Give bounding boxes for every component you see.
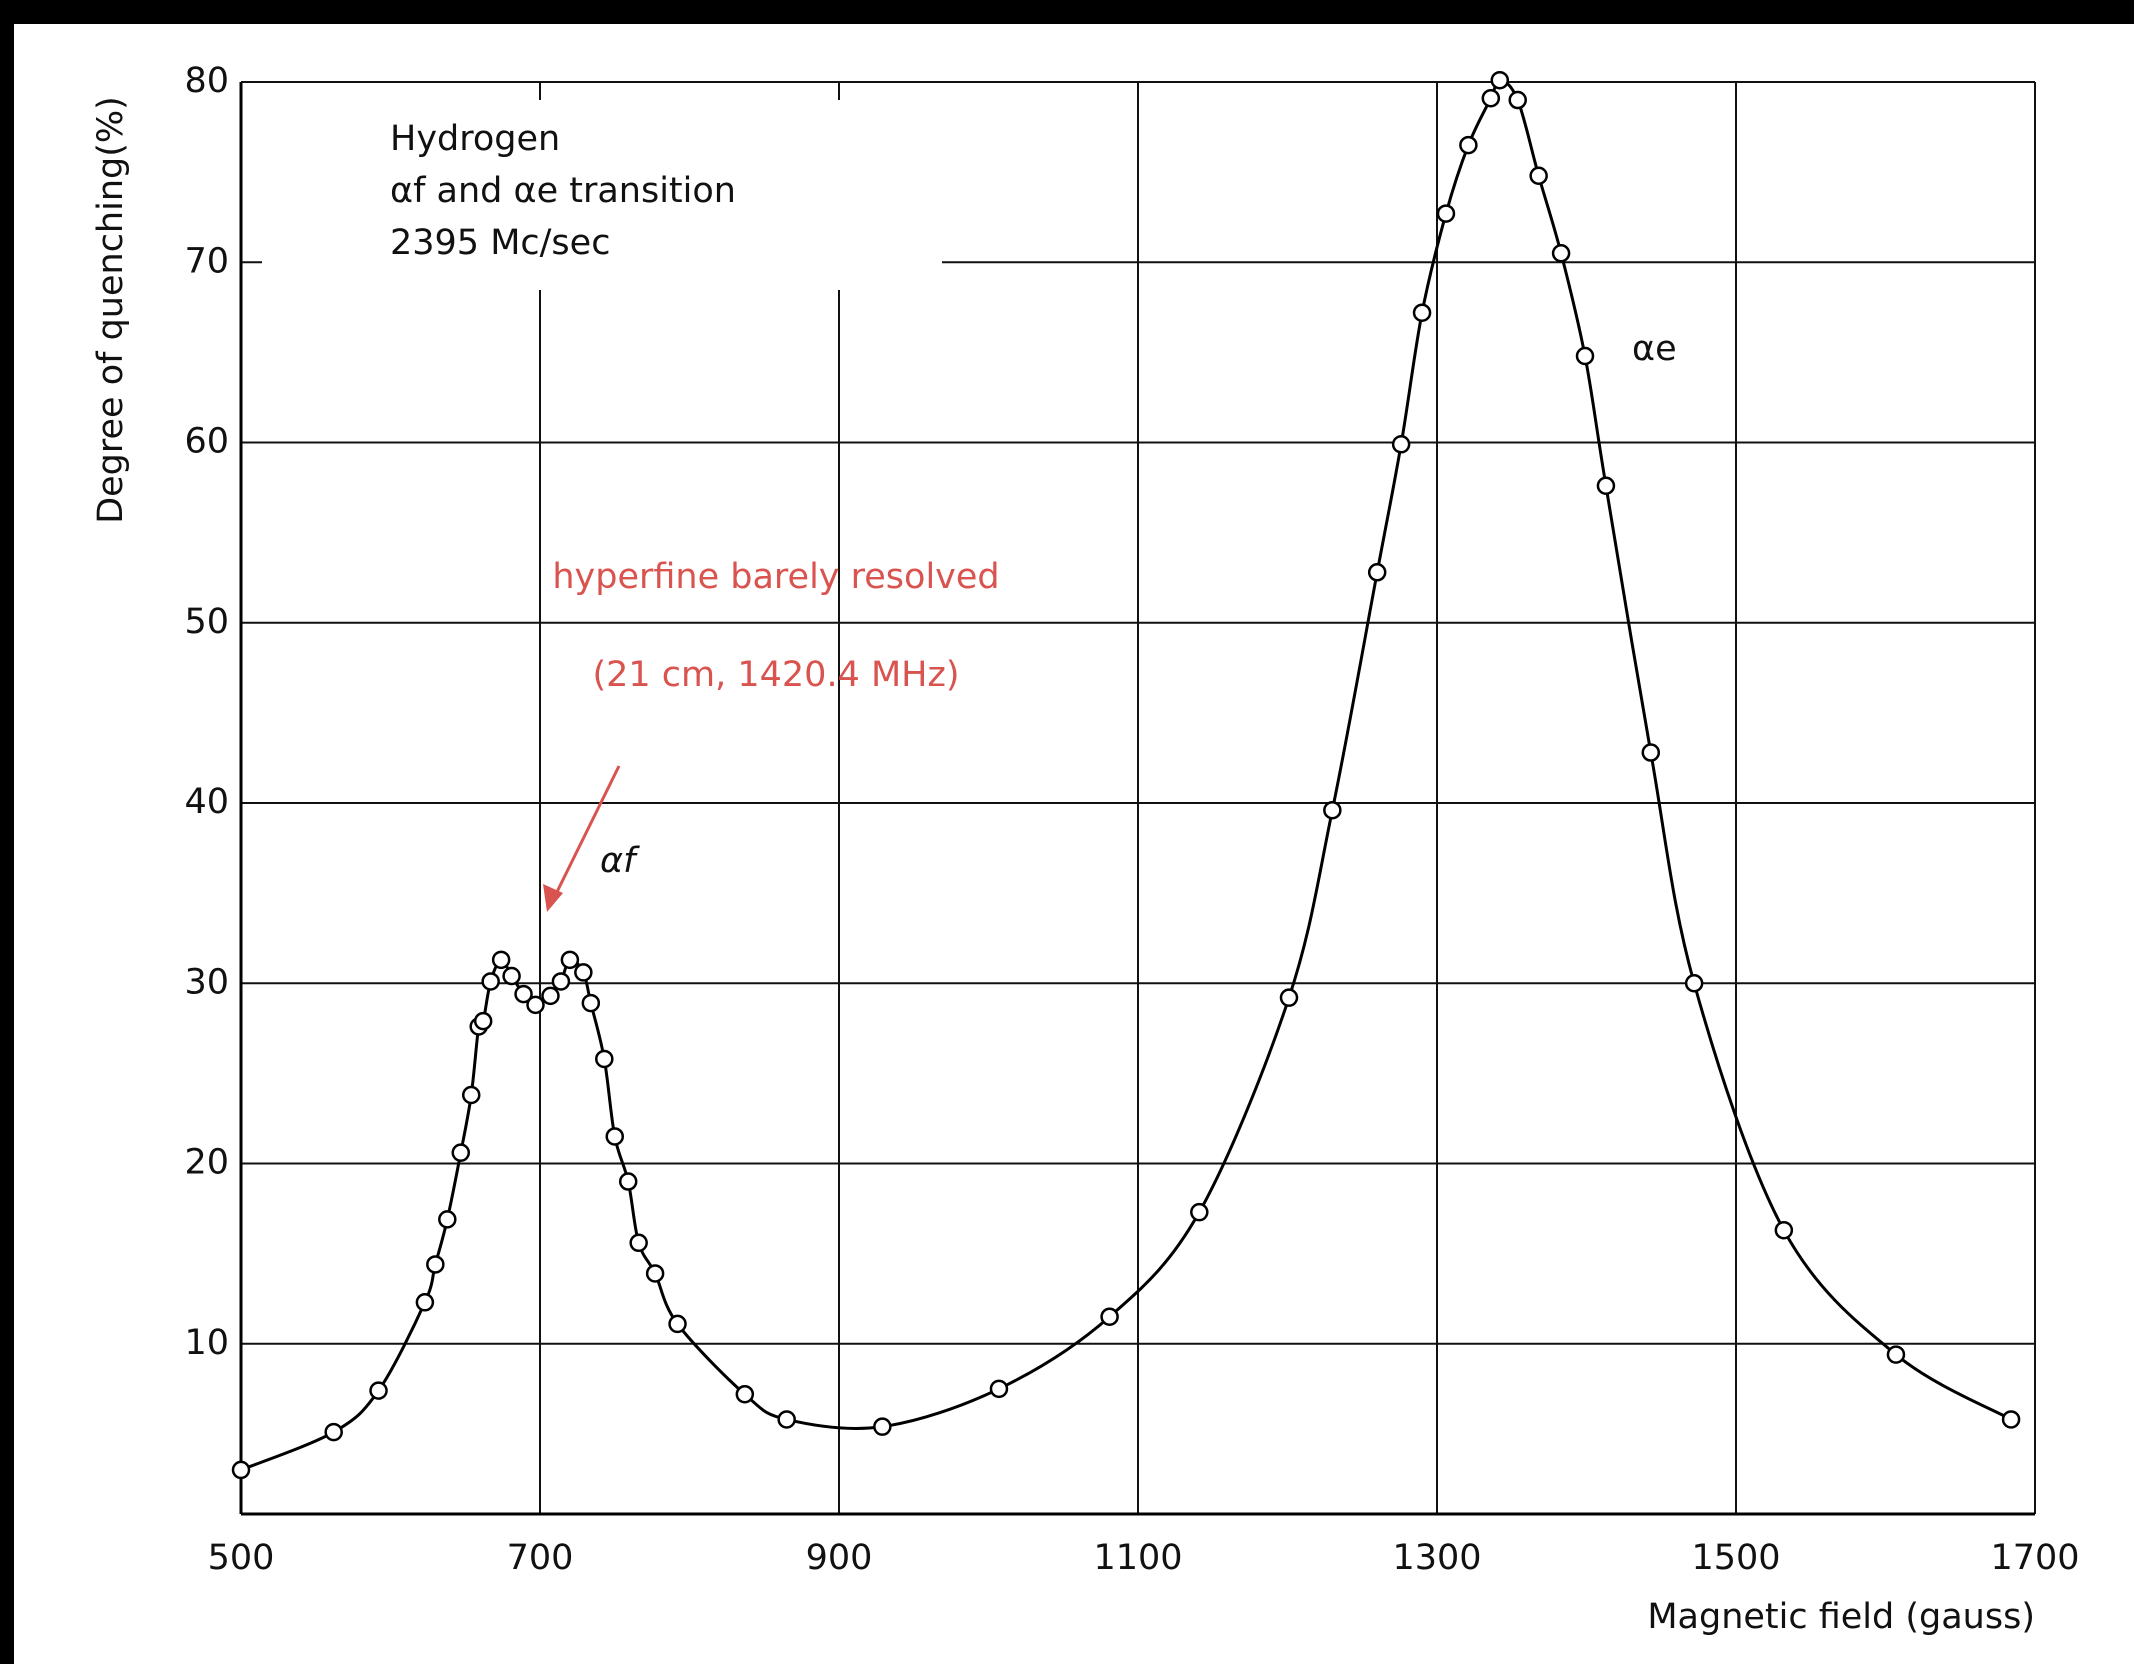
data-point bbox=[1100, 1307, 1119, 1326]
data-point bbox=[231, 1460, 251, 1480]
y-tick-label: 20 bbox=[184, 1143, 229, 1183]
data-point bbox=[560, 950, 580, 970]
x-tick-label: 1300 bbox=[1392, 1538, 1481, 1578]
data-point bbox=[989, 1379, 1009, 1399]
data-point bbox=[1575, 346, 1595, 366]
peak-label: αe bbox=[1632, 329, 1677, 369]
data-point bbox=[777, 1410, 796, 1429]
data-point bbox=[1508, 90, 1527, 110]
data-point bbox=[541, 986, 560, 1006]
data-point bbox=[1551, 243, 1571, 263]
legend-text: Hydrogen bbox=[390, 119, 560, 159]
x-axis-title: Magnetic field (gauss) bbox=[1647, 1597, 2035, 1637]
data-point bbox=[618, 1172, 638, 1191]
legend-bg bbox=[262, 100, 942, 290]
y-tick-label: 10 bbox=[184, 1323, 229, 1363]
y-tick-label: 50 bbox=[184, 602, 229, 642]
data-point bbox=[668, 1314, 687, 1334]
y-tick-label: 60 bbox=[184, 422, 229, 462]
legend-text: αf and αe transition bbox=[390, 171, 736, 211]
data-point bbox=[1436, 204, 1456, 223]
data-point bbox=[451, 1143, 471, 1162]
data-point bbox=[645, 1264, 665, 1283]
data-point bbox=[2001, 1410, 2021, 1429]
data-point bbox=[735, 1384, 755, 1404]
data-point bbox=[1367, 563, 1387, 582]
left-border bbox=[0, 0, 14, 1664]
data-point bbox=[514, 984, 533, 1004]
data-point bbox=[581, 993, 601, 1013]
data-point bbox=[1481, 88, 1501, 108]
data-point bbox=[1190, 1202, 1209, 1222]
peak-label: αf bbox=[600, 841, 640, 881]
data-point bbox=[595, 1049, 614, 1069]
data-point bbox=[1596, 476, 1616, 496]
annotation-arrow bbox=[551, 765, 621, 901]
data-point bbox=[526, 995, 545, 1015]
x-tick-label: 1100 bbox=[1093, 1538, 1182, 1578]
data-point bbox=[873, 1417, 892, 1436]
y-tick-label: 70 bbox=[184, 241, 229, 281]
data-point bbox=[426, 1255, 445, 1274]
annotation: hyperfine barely resolved bbox=[552, 557, 999, 597]
x-tick-label: 1500 bbox=[1691, 1538, 1780, 1578]
data-point bbox=[502, 966, 521, 986]
x-tick-label: 900 bbox=[806, 1538, 873, 1578]
top-border bbox=[0, 0, 2134, 24]
data-point bbox=[473, 1011, 493, 1031]
data-point bbox=[369, 1381, 388, 1400]
data-point bbox=[1391, 435, 1411, 454]
data-point bbox=[1684, 974, 1704, 993]
x-tick-label: 500 bbox=[208, 1538, 275, 1578]
data-point bbox=[491, 950, 511, 970]
data-point bbox=[1279, 988, 1299, 1007]
x-tick-label: 1700 bbox=[1990, 1538, 2079, 1578]
y-axis-title: Degree of quenching(%) bbox=[91, 96, 131, 524]
data-point bbox=[605, 1127, 624, 1146]
data-point bbox=[1490, 70, 1510, 90]
annotation: (21 cm, 1420.4 MHz) bbox=[592, 655, 959, 695]
legend-text: 2395 Mc/sec bbox=[390, 223, 610, 263]
data-point bbox=[1412, 303, 1432, 322]
data-point bbox=[629, 1233, 648, 1253]
y-tick-label: 80 bbox=[184, 61, 229, 101]
data-point bbox=[551, 972, 571, 991]
data-point bbox=[1641, 743, 1661, 762]
data-point bbox=[1886, 1345, 1906, 1364]
data-point bbox=[1774, 1220, 1794, 1240]
y-tick-label: 40 bbox=[184, 782, 229, 822]
data-point bbox=[481, 972, 500, 991]
data-point bbox=[438, 1210, 457, 1229]
y-tick-label: 30 bbox=[184, 962, 229, 1002]
data-point bbox=[1323, 800, 1342, 820]
annotation-arrowhead bbox=[543, 884, 563, 912]
data-point bbox=[1459, 135, 1478, 155]
data-point bbox=[1529, 166, 1548, 185]
data-point bbox=[415, 1293, 435, 1312]
data-point bbox=[461, 1085, 481, 1105]
data-point bbox=[574, 963, 593, 982]
x-tick-label: 700 bbox=[507, 1538, 574, 1578]
data-point bbox=[324, 1422, 343, 1442]
